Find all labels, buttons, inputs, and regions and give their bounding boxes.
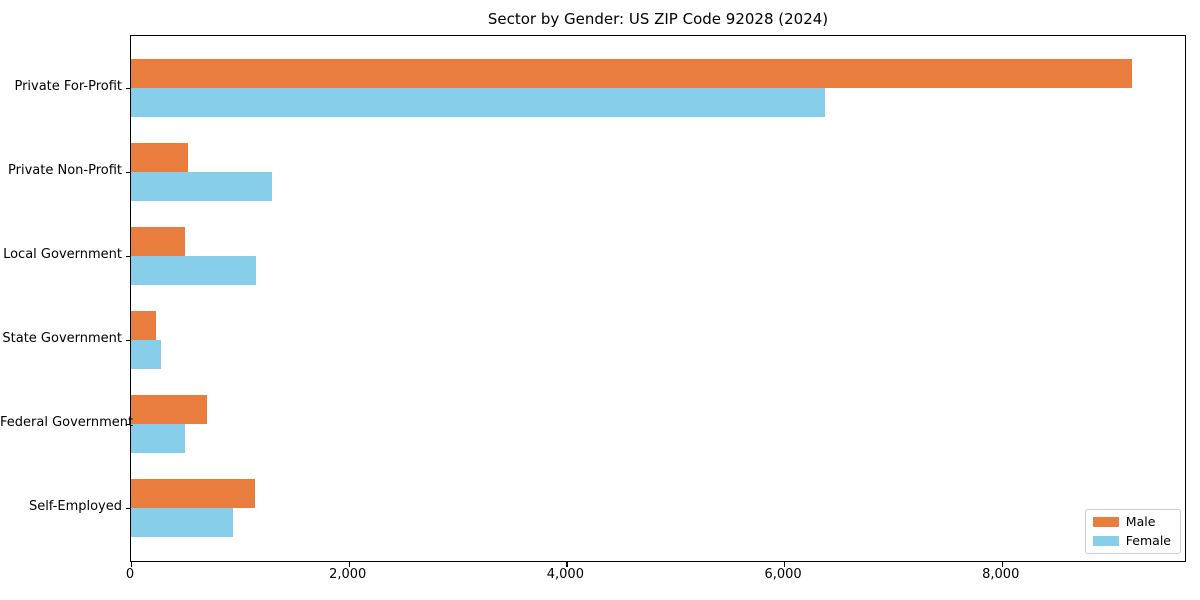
chart-title: Sector by Gender: US ZIP Code 92028 (202… — [487, 10, 829, 28]
legend: Male Female — [1084, 509, 1181, 554]
y-tick-mark — [126, 424, 131, 426]
x-tick-label-0: 0 — [125, 567, 135, 582]
y-tick-mark — [126, 508, 131, 510]
plot-area: Male Female — [126, 35, 1186, 567]
legend-swatch-male — [1092, 517, 1119, 527]
bar-female-federal-government — [131, 424, 186, 454]
legend-label-female: Female — [1125, 533, 1171, 548]
y-tick-label-private-for-profit: Private For-Profit — [14, 79, 122, 95]
bar-female-private-non-profit — [131, 172, 273, 202]
y-tick-label-private-non-profit: Private Non-Profit — [8, 163, 122, 179]
bar-male-private-for-profit — [131, 59, 1133, 89]
y-tick-mark — [126, 172, 131, 174]
x-tick-mark — [566, 562, 568, 567]
y-tick-label-state-government: State Government — [2, 331, 122, 347]
bar-male-local-government — [131, 227, 186, 257]
x-tick-mark — [1001, 562, 1003, 567]
bar-female-state-government — [131, 340, 162, 370]
x-tick-label-6-000: 6,000 — [764, 567, 802, 582]
bar-male-federal-government — [131, 395, 208, 425]
bar-female-local-government — [131, 256, 257, 286]
legend-entry-female: Female — [1092, 533, 1171, 548]
x-tick-mark — [784, 562, 786, 567]
bar-female-private-for-profit — [131, 88, 825, 118]
bar-male-self-employed — [131, 479, 256, 509]
y-tick-label-self-employed: Self-Employed — [28, 499, 122, 515]
y-tick-label-local-government: Local Government — [3, 247, 122, 263]
bar-male-private-non-profit — [131, 143, 188, 173]
bar-female-self-employed — [131, 508, 234, 538]
y-tick-mark — [126, 88, 131, 90]
y-tick-mark — [126, 256, 131, 258]
legend-entry-male: Male — [1092, 514, 1171, 529]
bar-male-state-government — [131, 311, 157, 341]
legend-label-male: Male — [1125, 514, 1156, 529]
x-tick-label-8-000: 8,000 — [982, 567, 1020, 582]
y-tick-mark — [126, 340, 131, 342]
x-tick-mark — [131, 562, 133, 567]
x-tick-label-2-000: 2,000 — [329, 567, 367, 582]
x-tick-mark — [348, 562, 350, 567]
x-tick-label-4-000: 4,000 — [546, 567, 584, 582]
legend-swatch-female — [1092, 536, 1119, 546]
y-tick-label-federal-government: Federal Government — [0, 415, 134, 431]
